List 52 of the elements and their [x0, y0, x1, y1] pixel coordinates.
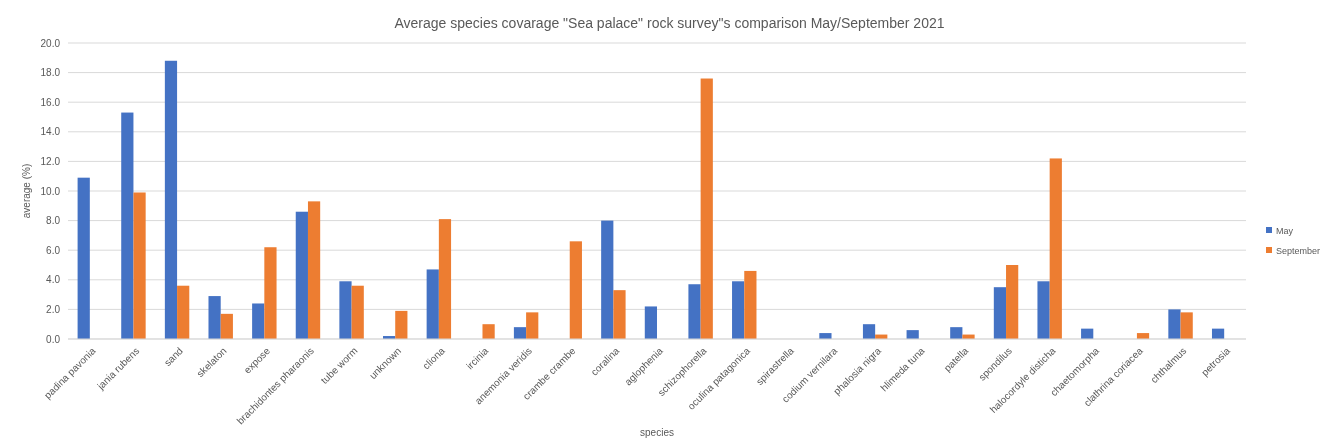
y-tick-label: 2.0	[46, 303, 61, 315]
bar	[819, 333, 832, 339]
bar	[993, 287, 1007, 339]
bar	[133, 192, 146, 339]
bar	[339, 281, 352, 339]
bar	[77, 177, 90, 339]
bar	[351, 285, 364, 339]
bar	[1006, 265, 1019, 339]
chart-title: Average species covarage "Sea palace" rock survey"s comparison May/September 2021	[394, 15, 945, 31]
bar	[613, 290, 626, 339]
bar	[601, 220, 614, 339]
y-tick-label: 14.0	[40, 126, 61, 138]
y-tick-label: 12.0	[40, 155, 61, 167]
bar	[438, 219, 452, 339]
y-tick-label: 16.0	[40, 96, 61, 108]
y-tick-label: 18.0	[40, 67, 61, 79]
bar	[482, 324, 495, 339]
bar	[744, 270, 757, 339]
bar	[644, 306, 657, 339]
bar	[426, 269, 439, 339]
bar	[950, 327, 963, 339]
bar	[862, 324, 876, 339]
y-tick-label: 10.0	[40, 185, 61, 197]
bar	[732, 281, 745, 339]
y-axis-title: average (%)	[21, 163, 32, 219]
bar	[569, 241, 582, 339]
y-tick-label: 6.0	[46, 244, 61, 256]
bar	[1168, 309, 1181, 339]
legend-label: September	[1276, 245, 1321, 256]
bar	[1049, 158, 1062, 339]
bar	[1180, 312, 1193, 339]
y-tick-label: 8.0	[46, 215, 61, 227]
bar	[295, 211, 308, 339]
bar	[208, 296, 221, 339]
bar	[1037, 281, 1050, 339]
bar	[307, 201, 321, 339]
bar	[513, 327, 527, 339]
y-tick-label: 4.0	[46, 274, 61, 286]
bar	[688, 284, 701, 339]
bar	[252, 303, 265, 339]
legend-label: May	[1276, 225, 1294, 236]
bar	[526, 312, 539, 339]
bar	[121, 112, 134, 339]
bar	[264, 247, 277, 339]
y-tick-label: 0.0	[46, 333, 61, 345]
bar	[395, 310, 408, 339]
x-axis-title: species	[640, 427, 674, 438]
bar	[220, 313, 233, 339]
y-tick-label: 20.0	[40, 37, 61, 49]
bar	[177, 285, 190, 339]
bar	[700, 78, 713, 339]
bar	[164, 60, 178, 339]
